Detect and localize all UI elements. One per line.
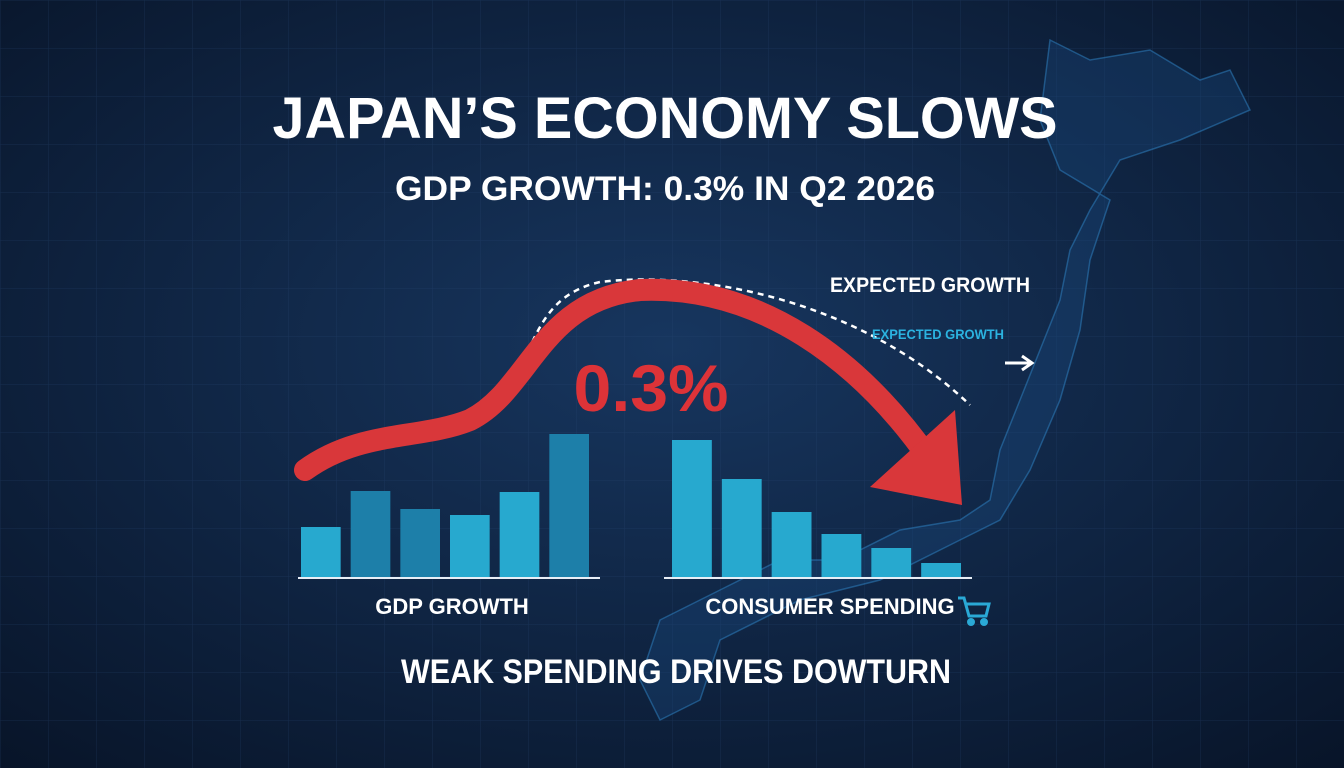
bar <box>821 534 862 577</box>
bar <box>871 548 912 577</box>
bar <box>921 563 961 577</box>
bar <box>301 527 341 577</box>
bar <box>549 434 589 577</box>
arrow-head <box>870 410 962 505</box>
cart-icon <box>958 596 991 626</box>
subtitle: GDP GROWTH: 0.3% IN Q2 2026 <box>395 170 935 208</box>
bar <box>721 479 762 577</box>
bar <box>350 491 391 577</box>
bar <box>400 509 440 577</box>
annotation: EXPECTED GROWTH <box>872 326 1004 342</box>
highlight-value: 0.3% <box>574 351 729 425</box>
x-axis-label: GDP GROWTH <box>375 594 529 619</box>
bar <box>450 515 490 577</box>
x-axis-label: CONSUMER SPENDING <box>705 594 954 619</box>
small-arrow <box>1005 354 1035 372</box>
bar <box>771 512 812 577</box>
decline-arrow <box>294 278 941 481</box>
annotation: EXPECTED GROWTH <box>830 274 1030 297</box>
bar <box>672 440 712 577</box>
footer: WEAK SPENDING DRIVES DOWTURN <box>401 653 951 691</box>
title: JAPAN’S ECONOMY SLOWS <box>273 86 1058 151</box>
bar <box>499 492 540 577</box>
